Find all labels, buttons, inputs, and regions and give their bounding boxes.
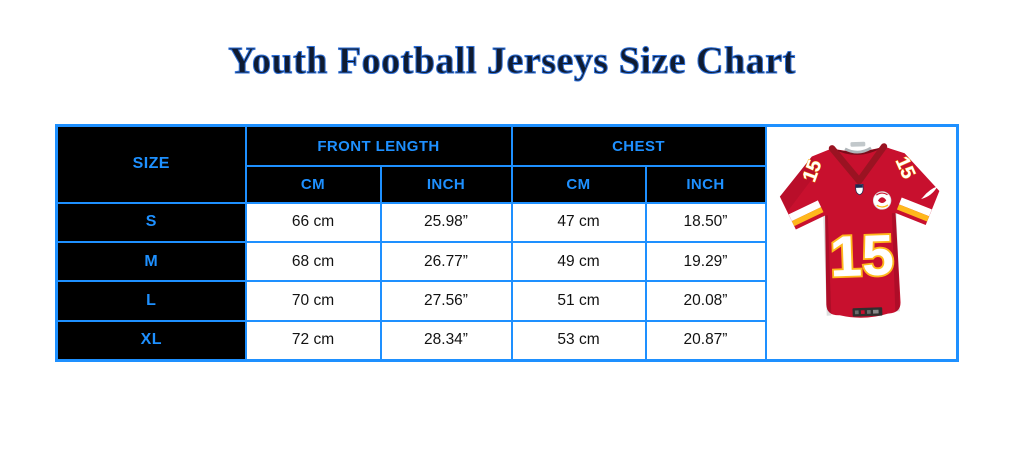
jersey-body xyxy=(780,146,940,318)
jock-tag xyxy=(852,306,883,317)
col-header-chest: CHEST xyxy=(510,124,767,168)
jersey-graphic: 15 15 15 xyxy=(780,141,940,318)
right-sleeve-white-stripe xyxy=(899,197,933,216)
jersey-shadow-left xyxy=(823,214,832,316)
table-row-m: M 68 cm 26.77” 49 cm 19.29” xyxy=(55,240,958,283)
jersey-shadow-right xyxy=(892,212,901,311)
chest-inch-value: 20.87” xyxy=(644,319,767,362)
size-label: S xyxy=(55,201,247,244)
chest-cm-value: 51 cm xyxy=(510,280,647,322)
front-length-cm-value: 66 cm xyxy=(244,201,382,244)
front-length-inch-value: 28.34” xyxy=(379,319,513,362)
hanger-loop xyxy=(850,141,866,147)
page-title: Youth Football Jerseys Size Chart xyxy=(228,40,796,83)
collar-opening xyxy=(832,146,885,155)
front-length-inch-value: 25.98” xyxy=(379,201,513,244)
chest-inch-value: 18.50” xyxy=(644,201,767,244)
front-length-cm-value: 68 cm xyxy=(244,240,382,283)
front-length-cm-value: 72 cm xyxy=(244,319,382,362)
size-label: L xyxy=(55,280,247,322)
chest-cm-value: 53 cm xyxy=(510,319,647,362)
nike-swoosh-icon xyxy=(921,186,938,199)
jersey-image-cell: 15 15 15 xyxy=(764,124,959,362)
front-length-inch-value: 26.77” xyxy=(379,240,513,283)
table-row-xl: XL 72 cm 28.34” 53 cm 20.87” xyxy=(55,319,958,362)
chest-inch-value: 19.29” xyxy=(644,240,767,283)
size-label: XL xyxy=(55,319,247,362)
subheader-front-cm: CM xyxy=(244,165,382,204)
size-label: M xyxy=(55,240,247,283)
team-patch-icon xyxy=(873,190,892,210)
chest-cm-value: 47 cm xyxy=(510,201,647,244)
chest-cm-value: 49 cm xyxy=(510,240,647,283)
subheader-front-inch: INCH xyxy=(379,165,513,204)
jersey-number: 15 xyxy=(829,223,895,289)
right-sleeve-gold-stripe xyxy=(897,203,930,222)
subheader-chest-inch: INCH xyxy=(644,165,767,204)
table-row-s: S 66 cm 25.98” 47 cm 18.50” xyxy=(55,201,958,244)
size-chart-table: SIZE FRONT LENGTH CHEST xyxy=(55,123,959,362)
chest-inch-value: 20.08” xyxy=(644,280,767,322)
col-header-front-length: FRONT LENGTH xyxy=(244,124,513,168)
collar-tape xyxy=(844,146,872,154)
jersey-shadow-sleeve xyxy=(780,156,819,211)
left-sleeve-white-stripe xyxy=(788,199,822,221)
nfl-shield-icon xyxy=(855,183,864,195)
front-length-inch-value: 27.56” xyxy=(379,280,513,322)
v-neck-trim xyxy=(829,142,888,184)
table-row-l: L 70 cm 27.56” 51 cm 20.08” xyxy=(55,280,958,322)
left-sleeve-gold-stripe xyxy=(792,206,824,226)
front-length-cm-value: 70 cm xyxy=(244,280,382,322)
col-header-size: SIZE xyxy=(55,124,247,204)
subheader-chest-cm: CM xyxy=(510,165,647,204)
